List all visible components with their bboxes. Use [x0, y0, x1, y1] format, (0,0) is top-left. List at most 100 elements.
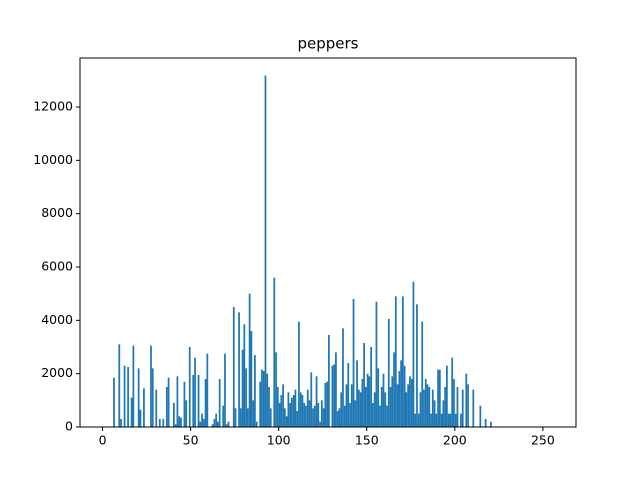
bar: [213, 419, 216, 427]
bar: [151, 368, 154, 427]
bar: [130, 397, 133, 427]
bar: [298, 321, 300, 427]
bar: [440, 413, 443, 427]
chart-title: peppers: [297, 35, 358, 53]
bar: [204, 379, 207, 427]
bar: [167, 377, 170, 427]
bar: [328, 335, 330, 427]
bar: [405, 392, 408, 427]
bar: [199, 421, 202, 427]
bar: [345, 384, 348, 427]
x-tick-label: 100: [267, 433, 291, 448]
bar: [296, 411, 299, 427]
bar: [442, 400, 445, 427]
bar: [338, 408, 341, 427]
bar: [416, 304, 418, 427]
bar: [368, 376, 371, 427]
bar: [215, 413, 218, 427]
bar: [118, 344, 121, 427]
bar: [262, 371, 265, 427]
bar: [407, 384, 410, 427]
bar: [165, 387, 168, 427]
bar: [303, 403, 306, 427]
bar: [400, 360, 402, 427]
bar: [283, 408, 286, 427]
bar: [192, 375, 195, 427]
bar: [484, 419, 487, 427]
bar: [313, 405, 316, 427]
bar: [217, 421, 219, 427]
bar: [319, 421, 321, 427]
bar: [465, 373, 468, 427]
bar: [336, 411, 339, 427]
bar: [479, 405, 482, 427]
x-tick-label: 200: [443, 433, 467, 448]
bar: [225, 424, 228, 427]
bar: [430, 413, 432, 427]
bar: [435, 413, 438, 427]
bar: [306, 389, 309, 427]
bar: [183, 381, 186, 427]
bar: [268, 387, 270, 427]
bar: [386, 405, 388, 427]
bar: [123, 365, 126, 427]
bar: [449, 413, 452, 427]
bar: [150, 345, 152, 427]
bar: [428, 387, 431, 427]
x-tick-label: 150: [355, 433, 379, 448]
bar: [276, 387, 279, 427]
bar: [460, 413, 462, 427]
bar: [437, 369, 439, 427]
bar: [370, 347, 373, 427]
bar: [389, 387, 392, 427]
bar: [324, 383, 327, 427]
bar: [363, 343, 365, 427]
bar: [359, 392, 362, 427]
bar: [310, 372, 313, 427]
bar: [364, 387, 367, 427]
bar: [158, 419, 161, 427]
bar: [444, 387, 447, 427]
bar: [382, 373, 385, 427]
bar: [384, 392, 387, 427]
bar: [342, 328, 344, 427]
bar: [137, 368, 140, 427]
bar: [252, 400, 255, 427]
bar: [185, 400, 188, 427]
bar: [335, 352, 337, 427]
bar: [173, 403, 175, 427]
bar: [264, 75, 267, 428]
bar: [433, 400, 436, 427]
bar: [372, 403, 374, 427]
bar: [227, 421, 230, 427]
bar: [188, 347, 191, 427]
bar: [423, 389, 425, 427]
bar: [218, 379, 221, 427]
bar: [155, 389, 158, 427]
bar: [454, 413, 457, 427]
x-tick-label: 250: [531, 433, 555, 448]
bar: [178, 416, 181, 427]
bar: [238, 312, 240, 427]
bar: [393, 352, 395, 427]
bar: [409, 376, 411, 427]
bar: [356, 360, 358, 427]
y-tick-label: 6000: [41, 259, 73, 274]
x-tick-label: 50: [183, 433, 199, 448]
bar: [431, 389, 434, 427]
bar: [120, 419, 122, 427]
bar: [266, 373, 269, 427]
bar: [139, 409, 142, 427]
axes-frame: [79, 57, 577, 428]
bar: [259, 381, 262, 427]
y-tick-label: 0: [65, 419, 73, 434]
bar: [315, 376, 318, 427]
bar: [347, 363, 350, 427]
bar: [241, 349, 244, 427]
bar: [289, 403, 292, 427]
y-tick-label: 8000: [41, 205, 73, 220]
bar: [294, 389, 297, 427]
bar: [301, 395, 304, 427]
